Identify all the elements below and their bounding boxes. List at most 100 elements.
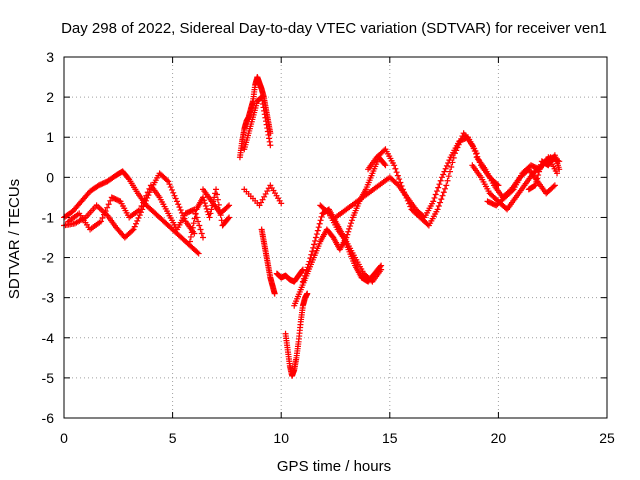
data-point [97, 218, 104, 225]
data-point [443, 182, 450, 189]
data-point [441, 168, 448, 175]
data-point [198, 230, 205, 237]
x-axis-label: GPS time / hours [277, 458, 391, 475]
data-point [381, 161, 388, 168]
data-point [402, 192, 409, 199]
data-point [189, 224, 196, 231]
x-tick-label: 25 [599, 430, 615, 446]
data-point [344, 231, 351, 238]
data-point [165, 178, 172, 185]
data-point [262, 114, 269, 121]
y-tick-label: -6 [42, 410, 55, 426]
data-point [435, 202, 442, 209]
data-point [378, 266, 385, 273]
y-tick-label: 3 [46, 49, 54, 65]
data-point [305, 261, 312, 268]
data-point [435, 184, 442, 191]
data-point [307, 255, 314, 262]
data-point [143, 192, 150, 199]
data-point [434, 206, 441, 213]
data-point [310, 244, 317, 251]
data-point [166, 181, 173, 188]
data-point [164, 177, 171, 184]
data-point [107, 197, 114, 204]
data-point [393, 169, 400, 176]
data-point [104, 204, 111, 211]
data-point [532, 182, 539, 189]
data-point [129, 227, 136, 234]
data-point [437, 177, 444, 184]
data-point [136, 212, 143, 219]
data-point [171, 192, 178, 199]
data-point [314, 227, 321, 234]
data-point [392, 165, 399, 172]
data-point [261, 107, 268, 114]
y-tick-label: 0 [46, 169, 54, 185]
data-point [202, 202, 209, 209]
data-point [312, 237, 319, 244]
x-tick-label: 5 [169, 430, 177, 446]
y-tick-label: -1 [42, 209, 55, 225]
data-point [453, 147, 460, 154]
data-point [551, 182, 558, 189]
data-point [258, 94, 265, 101]
data-point [345, 228, 352, 235]
data-point [187, 233, 194, 240]
data-point [445, 173, 452, 180]
data-point [200, 194, 207, 201]
y-tick-label: 1 [46, 129, 54, 145]
data-point [201, 200, 208, 207]
data-point [442, 165, 449, 172]
data-point [403, 194, 410, 201]
data-point [263, 121, 270, 128]
data-point [469, 142, 476, 149]
data-point [448, 164, 455, 171]
data-point [134, 217, 141, 224]
data-point [450, 154, 457, 161]
data-point [304, 290, 311, 297]
y-axis-label: SDTVAR / TECUs [6, 179, 23, 299]
data-point [226, 202, 233, 209]
data-point [438, 196, 445, 203]
data-point [176, 204, 183, 211]
plot-frame [63, 56, 608, 419]
data-point [396, 176, 403, 183]
data-point [536, 168, 543, 175]
data-point [407, 203, 414, 210]
data-point [262, 118, 269, 125]
data-point [191, 215, 198, 222]
data-point [394, 172, 401, 179]
data-point [406, 200, 413, 207]
data-point [451, 150, 458, 157]
y-tick-label: -3 [42, 290, 55, 306]
data-point [348, 220, 355, 227]
data-point [432, 191, 439, 198]
data-point [430, 198, 437, 205]
data-point [271, 290, 278, 297]
data-point [306, 258, 313, 265]
data-point [208, 206, 215, 213]
data-point [554, 170, 561, 177]
data-point [101, 211, 108, 218]
x-tick-label: 20 [491, 430, 507, 446]
data-point [312, 234, 319, 241]
data-point [470, 145, 477, 152]
data-point [200, 197, 207, 204]
data-point [318, 213, 325, 220]
data-point [456, 138, 463, 145]
data-point [225, 215, 232, 222]
data-point [401, 189, 408, 196]
data-point [436, 181, 443, 188]
data-point [433, 188, 440, 195]
data-point [446, 157, 453, 164]
data-point [261, 111, 268, 118]
data-point [550, 183, 557, 190]
data-point [440, 171, 447, 178]
data-point [102, 208, 109, 215]
data-point [264, 125, 271, 132]
x-tick-label: 10 [273, 430, 289, 446]
y-tick-label: -4 [42, 330, 55, 346]
data-point [140, 199, 147, 206]
data-point [536, 165, 543, 172]
data-point [135, 215, 142, 222]
